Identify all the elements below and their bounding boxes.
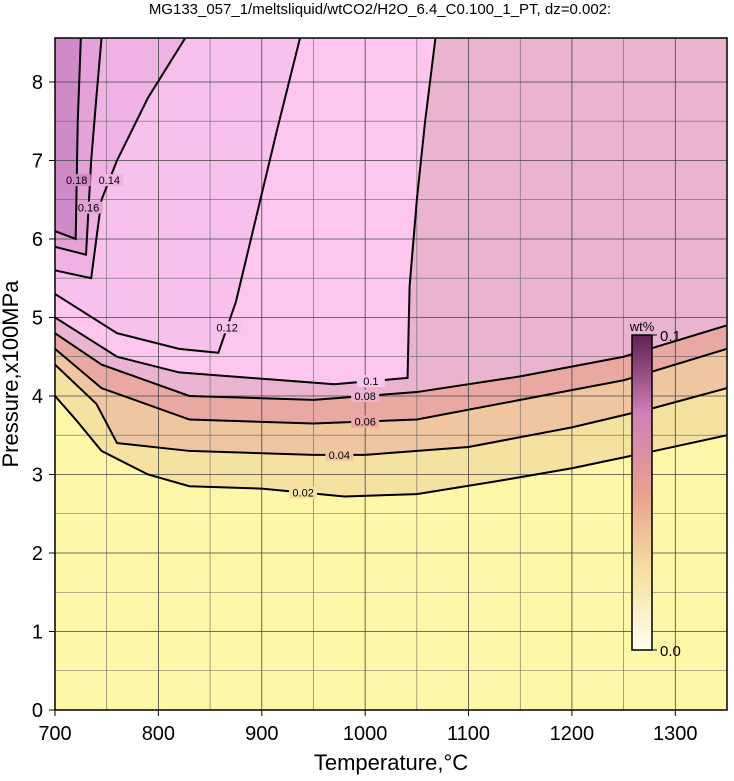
contour-label: 0.04 (329, 450, 350, 462)
y-tick-label: 0 (32, 700, 43, 722)
contour-label: 0.16 (78, 203, 99, 215)
y-tick-label: 2 (32, 543, 43, 565)
contour-line (55, 38, 103, 256)
y-tick-label: 1 (32, 621, 43, 643)
x-tick-label: 700 (38, 723, 71, 745)
y-tick-label: 8 (32, 72, 43, 94)
y-tick-label: 5 (32, 307, 43, 329)
contour-label-bg (351, 415, 380, 428)
y-tick-label: 3 (32, 464, 43, 486)
contour-label: 0.18 (66, 175, 87, 187)
x-tick-label: 1200 (550, 723, 595, 745)
contour-label-bg (325, 448, 354, 461)
y-tick-label: 4 (32, 386, 43, 408)
colorbar-label: wt% (629, 319, 655, 334)
contour-label-bg (213, 321, 242, 334)
contour-label-bg (62, 174, 91, 187)
colorbar-tick-label: 0.1 (660, 328, 681, 345)
contour-label-bg (289, 486, 318, 499)
plot-frame (54, 37, 728, 711)
contour-label: 0.12 (216, 322, 237, 334)
contour-label-bg (356, 375, 385, 388)
contour-label-bg (74, 201, 103, 214)
contour-label: 0.1 (363, 376, 378, 388)
x-tick-label: 1000 (343, 723, 388, 745)
x-tick-label: 800 (142, 723, 175, 745)
contour-label: 0.06 (354, 416, 375, 428)
colorbar-tick-label: 0.0 (660, 643, 681, 660)
contour-fill (55, 38, 81, 239)
contour-label: 0.14 (99, 175, 120, 187)
x-tick-label: 1300 (653, 723, 698, 745)
x-tick-label: 1100 (447, 723, 490, 745)
contour-label: 0.02 (292, 488, 313, 500)
x-axis-label: Temperature,°C (314, 750, 468, 775)
x-tick-label: 900 (245, 723, 278, 745)
contour-label-bg (95, 174, 124, 187)
y-axis-label: Pressure,x100MPa (0, 280, 23, 468)
y-tick-label: 7 (32, 150, 43, 172)
chart-title: MG133_057_1/meltsliquid/wtCO2/H2O_6.4_C0… (149, 1, 611, 18)
colorbar (631, 334, 653, 651)
contour-label: 0.08 (354, 391, 375, 403)
y-tick-label: 6 (32, 229, 43, 251)
axes: 700 800 900 1000 1100 1200 1300012345678wt%0.0… (32, 37, 728, 745)
plot-area: 0.02 0.04 0.06 0.08 0.1 0.12 0.14 0.16 0.18 (55, 38, 727, 710)
contour-label-bg (351, 389, 380, 402)
contour-line (55, 38, 437, 386)
